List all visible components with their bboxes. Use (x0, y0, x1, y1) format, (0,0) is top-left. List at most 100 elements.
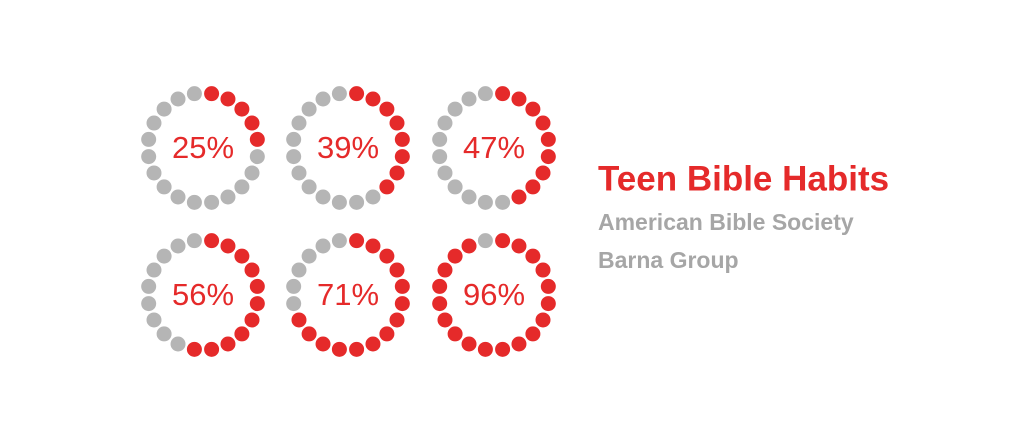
dot (477, 233, 493, 249)
dot (511, 336, 527, 352)
dot (349, 233, 365, 249)
dot (315, 336, 331, 352)
dot (535, 115, 551, 131)
dot (437, 262, 453, 278)
dot (141, 278, 157, 294)
dot (349, 86, 365, 102)
dot (291, 312, 307, 328)
dot (244, 262, 260, 278)
dot (249, 278, 265, 294)
dot (540, 131, 556, 147)
value-label: 25% (172, 130, 234, 165)
dot (234, 326, 250, 342)
dot-ring (286, 86, 410, 210)
dot (146, 312, 162, 328)
value-label: 71% (317, 277, 379, 312)
dot (186, 233, 202, 249)
dot (244, 115, 260, 131)
dot (461, 189, 477, 205)
dot (301, 248, 317, 264)
dot (349, 341, 365, 357)
dot (432, 149, 448, 165)
dot (447, 101, 463, 117)
dot (495, 194, 511, 210)
dot (286, 131, 302, 147)
dot (220, 336, 236, 352)
dot (525, 179, 541, 195)
dot (141, 296, 157, 312)
dot (204, 86, 220, 102)
dot (234, 101, 250, 117)
dot-ring (286, 233, 410, 357)
dot (204, 341, 220, 357)
dot (461, 238, 477, 254)
dot (389, 262, 405, 278)
dot (447, 179, 463, 195)
dot (291, 262, 307, 278)
dot (379, 326, 395, 342)
dot (186, 341, 202, 357)
dot (365, 189, 381, 205)
dot-ring (432, 233, 556, 357)
dot (365, 336, 381, 352)
dot (495, 233, 511, 249)
dot (146, 165, 162, 181)
dot-ring (141, 233, 265, 357)
dot (437, 165, 453, 181)
dot (146, 115, 162, 131)
dot (204, 194, 220, 210)
dot (301, 101, 317, 117)
dot (540, 278, 556, 294)
dot (331, 233, 347, 249)
dot (535, 262, 551, 278)
dot (291, 165, 307, 181)
dot (477, 341, 493, 357)
dot (432, 278, 448, 294)
dot (244, 312, 260, 328)
dot (535, 312, 551, 328)
value-label: 96% (463, 277, 525, 312)
dot (511, 91, 527, 107)
dot (394, 296, 410, 312)
dot (511, 189, 527, 205)
dot (447, 248, 463, 264)
dot (244, 165, 260, 181)
dot (141, 131, 157, 147)
dot (432, 296, 448, 312)
dot (432, 131, 448, 147)
dot (437, 115, 453, 131)
dot (146, 262, 162, 278)
dot (379, 179, 395, 195)
value-label: 56% (172, 277, 234, 312)
dot (389, 312, 405, 328)
dot (495, 341, 511, 357)
dot (394, 131, 410, 147)
dot (394, 149, 410, 165)
dot (220, 91, 236, 107)
dot (234, 179, 250, 195)
dot (204, 233, 220, 249)
dot (249, 149, 265, 165)
dot (234, 248, 250, 264)
dot (249, 131, 265, 147)
dot (286, 149, 302, 165)
value-label: 47% (463, 130, 525, 165)
dot-ring (432, 86, 556, 210)
dot (220, 189, 236, 205)
chart-title: Teen Bible Habits (598, 159, 889, 198)
dot (331, 86, 347, 102)
dot (220, 238, 236, 254)
dot (540, 296, 556, 312)
dot (156, 326, 172, 342)
dot (186, 86, 202, 102)
dot (349, 194, 365, 210)
dot (156, 179, 172, 195)
dot (461, 91, 477, 107)
dot (156, 101, 172, 117)
dot (389, 165, 405, 181)
dot (141, 149, 157, 165)
dot (315, 189, 331, 205)
dot (540, 149, 556, 165)
dot (315, 238, 331, 254)
